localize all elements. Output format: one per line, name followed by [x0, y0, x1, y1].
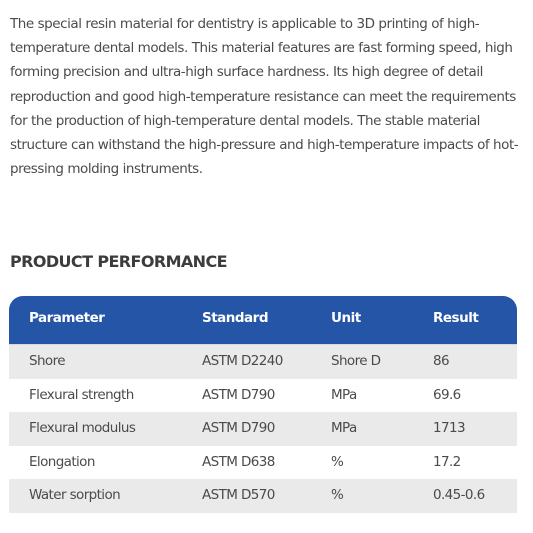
cell-result: 0.45-0.6 — [433, 487, 485, 504]
product-description: The special resin material for dentistry… — [10, 16, 519, 178]
table-row: Elongation ASTM D638 % 17.2 — [9, 445, 517, 480]
cell-standard: ASTM D2240 — [202, 353, 283, 369]
cell-parameter: Elongation — [29, 453, 95, 470]
table-row: Flexural strength ASTM D790 MPa 69.6 — [9, 378, 517, 413]
cell-result: 86 — [433, 353, 450, 369]
cell-parameter: Flexural strength — [29, 386, 134, 403]
cell-parameter: Water sorption — [29, 487, 121, 504]
cell-unit: Shore D — [331, 353, 381, 369]
header-result: Result — [433, 310, 479, 326]
table-row: Water sorption ASTM D570 % 0.45-0.6 — [9, 479, 517, 513]
cell-parameter: Shore — [29, 353, 66, 369]
header-standard: Standard — [202, 310, 269, 326]
cell-unit: % — [331, 453, 344, 470]
performance-table: Parameter Standard Unit Result Shore AST… — [9, 296, 517, 513]
header-unit: Unit — [331, 310, 361, 326]
cell-parameter: Flexural modulus — [29, 420, 136, 437]
section-title: PRODUCT PERFORMANCE — [10, 252, 228, 271]
table-row: Shore ASTM D2240 Shore D 86 — [9, 344, 517, 379]
cell-result: 17.2 — [433, 453, 461, 470]
cell-standard: ASTM D790 — [202, 420, 275, 437]
cell-unit: MPa — [331, 420, 357, 437]
table-header: Parameter Standard Unit Result — [9, 296, 517, 344]
cell-result: 1713 — [433, 420, 466, 437]
cell-result: 69.6 — [433, 386, 461, 403]
cell-unit: % — [331, 487, 344, 504]
header-parameter: Parameter — [29, 310, 105, 326]
cell-standard: ASTM D790 — [202, 386, 275, 403]
cell-standard: ASTM D638 — [202, 453, 275, 470]
cell-standard: ASTM D570 — [202, 487, 275, 504]
table-row: Flexural modulus ASTM D790 MPa 1713 — [9, 412, 517, 446]
cell-unit: MPa — [331, 386, 357, 403]
